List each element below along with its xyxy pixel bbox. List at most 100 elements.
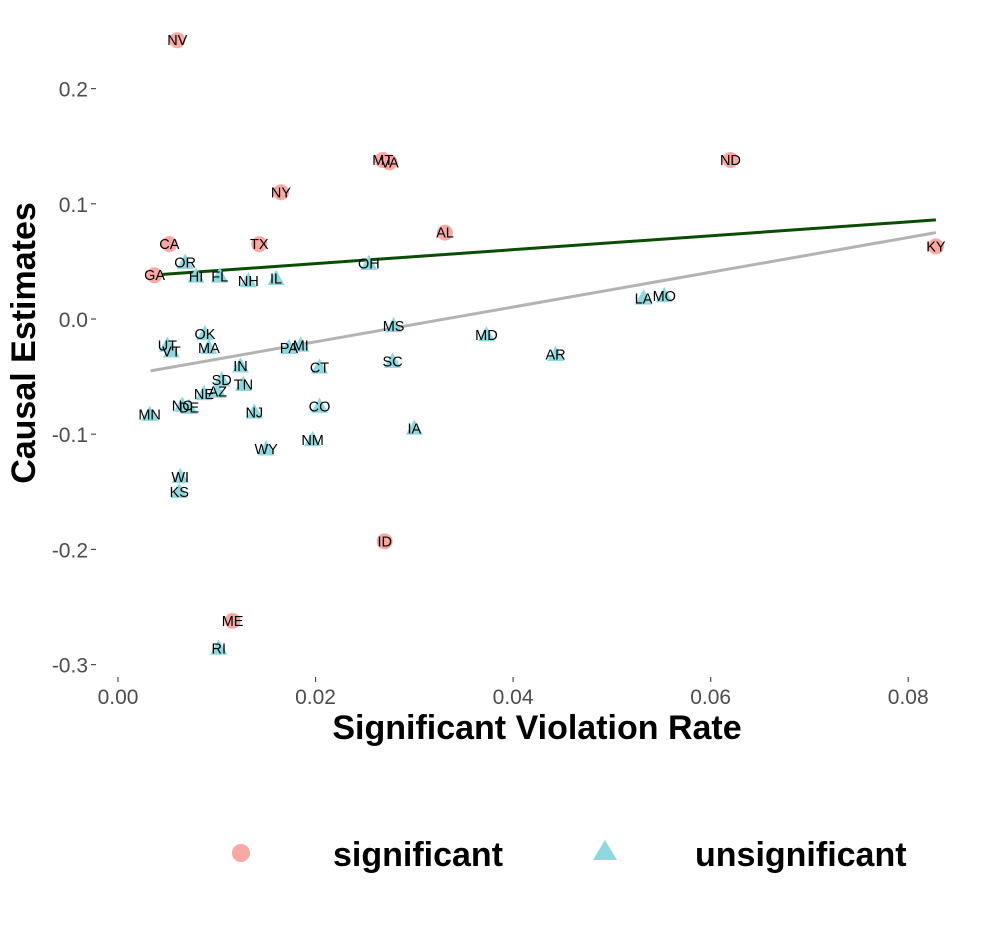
point-unsignificant xyxy=(360,254,378,271)
point-label: UT xyxy=(158,338,177,354)
point-unsignificant xyxy=(231,357,250,373)
point-significant xyxy=(161,236,178,253)
point-label: GA xyxy=(144,268,165,284)
point-label: HI xyxy=(189,269,204,285)
y-axis-title: Causal Estimates xyxy=(5,202,43,484)
point-label: IA xyxy=(407,421,421,437)
point-unsignificant xyxy=(547,345,565,362)
point-label: CO xyxy=(309,400,331,416)
point-unsignificant xyxy=(292,336,310,352)
point-label: ND xyxy=(720,153,741,169)
point-significant xyxy=(722,152,739,169)
point-label: LA xyxy=(635,291,653,307)
point-unsignificant xyxy=(477,326,495,342)
x-tick-label: 0.00 xyxy=(98,686,139,709)
x-axis-title: Significant Violation Rate xyxy=(332,709,741,747)
point-label: AZ xyxy=(209,385,228,401)
point-significant xyxy=(376,533,393,550)
point-unsignificant xyxy=(195,384,213,401)
point-unsignificant xyxy=(245,403,263,419)
y-tick-label: 0.1 xyxy=(59,194,88,217)
y-tick-label: 0.2 xyxy=(59,79,88,102)
point-label: ME xyxy=(222,614,244,630)
point-label: MI xyxy=(293,338,309,354)
point-unsignificant xyxy=(213,371,231,387)
point-label: MD xyxy=(475,328,498,344)
point-unsignificant xyxy=(239,271,257,288)
point-unsignificant xyxy=(310,358,329,374)
point-significant xyxy=(381,154,398,171)
point-significant xyxy=(251,236,268,253)
point-unsignificant xyxy=(176,253,194,269)
point-unsignificant xyxy=(234,375,253,391)
point-label: TX xyxy=(250,237,269,253)
point-unsignificant xyxy=(304,430,322,447)
legend-triangle-icon xyxy=(593,840,617,860)
point-label: NV xyxy=(167,33,187,49)
point-significant xyxy=(927,238,944,255)
point-unsignificant xyxy=(384,352,402,368)
point-unsignificant xyxy=(170,482,188,499)
point-label: AR xyxy=(546,348,566,364)
legend: significant unsignificant xyxy=(232,836,907,874)
point-label: VA xyxy=(381,155,400,171)
point-unsignificant xyxy=(200,338,218,355)
point-label: MA xyxy=(198,341,220,357)
point-label: NE xyxy=(194,387,214,403)
x-tick-label: 0.08 xyxy=(888,686,929,709)
point-label: DE xyxy=(179,401,199,417)
x-tick-label: 0.04 xyxy=(493,686,534,709)
point-significant xyxy=(272,184,289,201)
point-label: NH xyxy=(238,274,259,290)
point-unsignificant xyxy=(267,269,285,285)
point-unsignificant xyxy=(171,467,189,484)
point-label: WI xyxy=(171,470,189,486)
point-label: WY xyxy=(254,442,278,458)
point-label: NY xyxy=(271,185,291,201)
point-label: MO xyxy=(653,289,676,305)
point-label: SC xyxy=(383,355,403,371)
point-unsignificant xyxy=(209,382,227,398)
point-label: CT xyxy=(310,360,329,376)
point-label: MT xyxy=(372,153,393,169)
point-label: SD xyxy=(212,373,232,389)
legend-label-significant: significant xyxy=(333,836,503,874)
y-tick-label: -0.3 xyxy=(52,655,88,678)
point-label: NC xyxy=(172,398,193,414)
point-label: PA xyxy=(280,341,299,357)
point-label: CA xyxy=(159,237,179,253)
point-label: TN xyxy=(234,378,253,394)
point-unsignificant xyxy=(385,316,403,333)
point-label: OR xyxy=(174,256,196,272)
point-unsignificant xyxy=(257,440,275,456)
point-label: KS xyxy=(170,485,189,501)
point-unsignificant xyxy=(187,267,205,283)
point-label: OK xyxy=(194,327,215,343)
point-label: MS xyxy=(383,319,405,335)
data-points xyxy=(141,32,944,655)
point-label: ID xyxy=(377,534,392,550)
point-label: FL xyxy=(211,269,228,285)
point-significant xyxy=(169,32,186,49)
point-label: AL xyxy=(436,226,454,242)
point-significant xyxy=(146,267,163,284)
fit-line-significant xyxy=(150,218,937,277)
y-tick-label: -0.1 xyxy=(52,424,88,447)
point-unsignificant xyxy=(196,324,214,341)
point-unsignificant xyxy=(405,419,423,435)
point-significant xyxy=(436,224,453,241)
point-unsignificant xyxy=(655,286,673,303)
point-unsignificant xyxy=(141,405,159,421)
legend-label-unsignificant: unsignificant xyxy=(695,836,907,874)
y-tick-label: -0.2 xyxy=(52,539,88,562)
point-unsignificant xyxy=(180,398,198,415)
point-unsignificant xyxy=(162,342,180,358)
fit-line-all xyxy=(150,231,937,373)
axes: -0.3 -0.2 -0.1 0.0 0.1 0.2 0.00 0.02 0.04 0.06 0.0… xyxy=(52,79,929,709)
point-label: OH xyxy=(358,257,380,273)
point-label: KY xyxy=(926,239,946,255)
point-unsignificant xyxy=(211,267,229,283)
point-label: NM xyxy=(301,433,324,449)
